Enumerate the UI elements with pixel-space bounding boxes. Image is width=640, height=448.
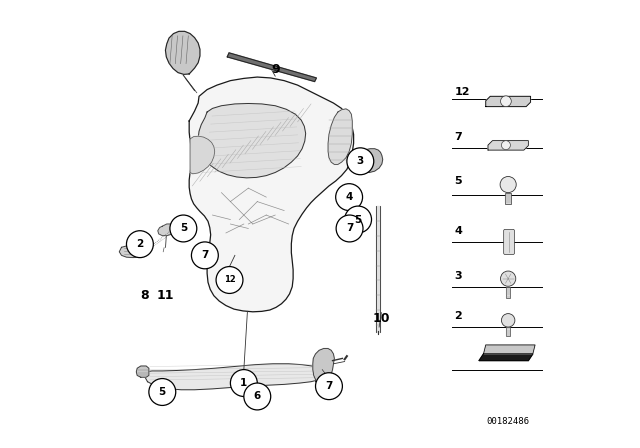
Circle shape <box>336 215 363 242</box>
Polygon shape <box>145 364 325 390</box>
Polygon shape <box>488 141 529 150</box>
Circle shape <box>502 141 511 150</box>
Text: 1: 1 <box>240 378 248 388</box>
FancyBboxPatch shape <box>506 193 511 204</box>
Text: 4: 4 <box>346 192 353 202</box>
Text: 6: 6 <box>253 392 261 401</box>
Text: 10: 10 <box>372 311 390 325</box>
Text: 3: 3 <box>356 156 364 166</box>
Text: 9: 9 <box>271 63 280 76</box>
Polygon shape <box>479 354 533 361</box>
Circle shape <box>335 184 362 211</box>
Polygon shape <box>158 224 175 236</box>
Circle shape <box>191 242 218 269</box>
Polygon shape <box>328 109 352 164</box>
Circle shape <box>216 267 243 293</box>
Text: 2: 2 <box>454 311 462 321</box>
Circle shape <box>316 373 342 400</box>
Circle shape <box>244 383 271 410</box>
Polygon shape <box>198 103 306 178</box>
Circle shape <box>502 314 515 327</box>
Polygon shape <box>356 149 383 172</box>
Text: 3: 3 <box>454 271 462 280</box>
Circle shape <box>347 148 374 175</box>
Text: 7: 7 <box>346 224 353 233</box>
Circle shape <box>500 271 516 286</box>
Text: 11: 11 <box>157 289 174 302</box>
FancyBboxPatch shape <box>506 287 511 298</box>
Polygon shape <box>189 77 353 312</box>
Text: 00182486: 00182486 <box>486 417 530 426</box>
Polygon shape <box>190 136 214 174</box>
Polygon shape <box>313 349 334 382</box>
Polygon shape <box>484 345 535 354</box>
Circle shape <box>149 379 176 405</box>
Text: 5: 5 <box>180 224 187 233</box>
Circle shape <box>344 206 371 233</box>
FancyBboxPatch shape <box>504 229 515 254</box>
FancyBboxPatch shape <box>506 327 510 336</box>
Text: 2: 2 <box>136 239 143 249</box>
Circle shape <box>127 231 154 258</box>
Text: 12: 12 <box>454 87 470 97</box>
Polygon shape <box>227 53 316 82</box>
Text: 7: 7 <box>201 250 209 260</box>
Text: 5: 5 <box>159 387 166 397</box>
Text: 5: 5 <box>454 177 462 186</box>
Circle shape <box>230 370 257 396</box>
Text: 7: 7 <box>454 132 462 142</box>
Polygon shape <box>165 31 200 74</box>
Polygon shape <box>136 366 149 377</box>
Text: 5: 5 <box>355 215 362 224</box>
Circle shape <box>170 215 196 242</box>
Text: 12: 12 <box>223 276 236 284</box>
Text: 4: 4 <box>454 226 462 236</box>
Text: 7: 7 <box>325 381 333 391</box>
Polygon shape <box>119 244 150 258</box>
Polygon shape <box>486 96 531 107</box>
Circle shape <box>500 96 511 107</box>
Circle shape <box>500 177 516 193</box>
Text: 8: 8 <box>140 289 148 302</box>
